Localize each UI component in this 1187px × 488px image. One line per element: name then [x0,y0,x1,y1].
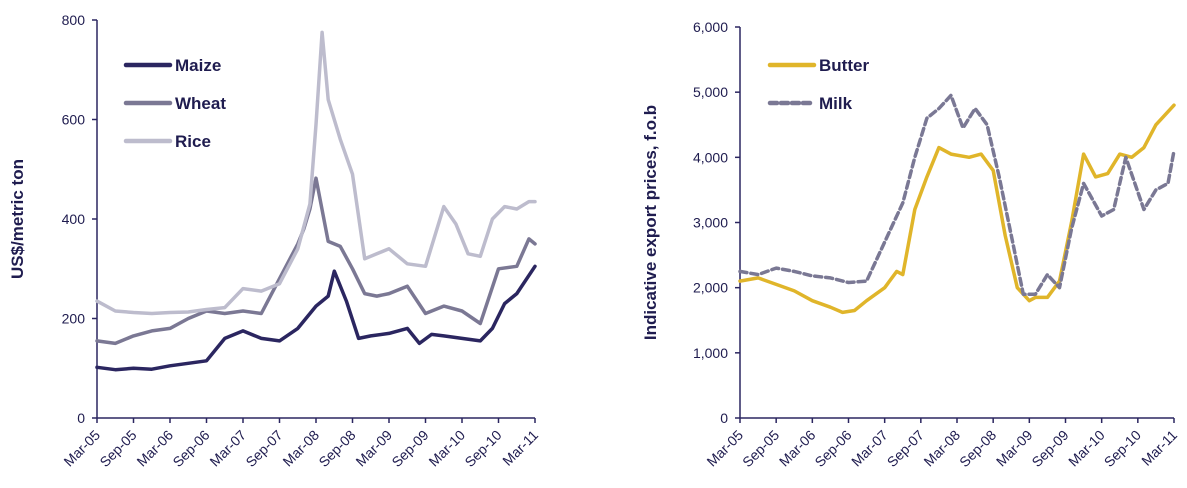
x-tick-label: Mar-08 [920,427,963,470]
series-line-butter [738,103,1176,315]
x-tick-label: Mar-05 [703,427,746,470]
y-tick-label: 600 [62,112,86,128]
x-tick-label: Mar-10 [1065,427,1108,470]
series-line-rice [95,30,537,316]
x-tick-label: Mar-09 [993,427,1036,470]
y-tick-label: 0 [77,410,85,426]
y-tick-label: 400 [62,211,86,227]
legend-label-maize: Maize [175,56,221,75]
y-tick-label: 200 [62,311,86,327]
x-tick-label: Sep-06 [811,427,854,470]
x-tick-label: Sep-10 [461,427,504,470]
x-tick-label: Sep-08 [315,427,358,470]
y-tick-label: 1,000 [693,345,728,361]
series-line-maize [95,264,537,372]
y-tick-label: 0 [720,410,728,426]
y-tick-label: 5,000 [693,84,728,100]
x-tick-label: Mar-11 [499,427,541,469]
y-tick-label: 3,000 [693,215,728,231]
x-tick-label: Mar-10 [425,427,468,470]
x-tick-label: Mar-06 [133,427,176,470]
chart-panel-2: 01,0002,0003,0004,0005,0006,000Mar-05Sep… [641,19,1180,470]
x-tick-label: Sep-08 [956,427,999,470]
y-tick-label: 6,000 [693,19,728,35]
x-tick-label: Mar-08 [279,427,322,470]
x-tick-label: Sep-06 [169,427,212,470]
x-tick-label: Sep-10 [1101,427,1144,470]
chart-panel-1: 0200400600800Mar-05Sep-05Mar-06Sep-06Mar… [8,12,541,470]
x-tick-label: Mar-06 [776,427,819,470]
x-tick-label: Mar-07 [848,427,891,470]
x-tick-label: Mar-09 [352,427,395,470]
series-line-wheat [95,176,537,346]
x-tick-label: Sep-07 [242,427,285,470]
x-tick-label: Mar-07 [206,427,249,470]
x-tick-label: Mar-05 [60,427,103,470]
x-tick-label: Sep-09 [388,427,431,470]
y-axis-title: US$/metric ton [8,159,27,279]
x-tick-label: Sep-05 [96,427,139,470]
y-tick-label: 2,000 [693,280,728,296]
y-axis-title: Indicative export prices, f.o.b [641,105,660,340]
x-tick-label: Sep-09 [1028,427,1071,470]
legend-label-rice: Rice [175,132,211,151]
y-tick-label: 4,000 [693,149,728,165]
x-tick-label: Mar-11 [1138,427,1180,469]
series-line-milk [738,93,1176,296]
x-tick-label: Sep-07 [884,427,927,470]
y-tick-label: 800 [62,12,86,28]
legend-label-wheat: Wheat [175,94,226,113]
legend-label-milk: Milk [819,94,853,113]
x-tick-label: Sep-05 [739,427,782,470]
legend-label-butter: Butter [819,56,869,75]
